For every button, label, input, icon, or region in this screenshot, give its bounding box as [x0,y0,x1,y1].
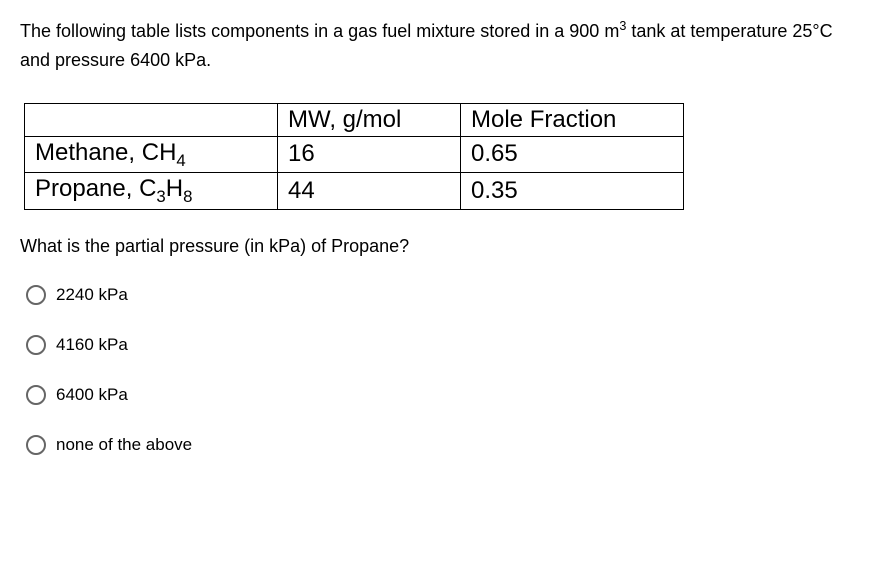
option-label: 6400 kPa [56,385,128,405]
col-header-mw: MW, g/mol [278,103,461,136]
intro-text: The following table lists components in … [20,16,852,75]
table-row: Propane, C3H8 44 0.35 [25,173,684,210]
table-header-row: MW, g/mol Mole Fraction [25,103,684,136]
col-header-name [25,103,278,136]
option-label: none of the above [56,435,192,455]
cell-mf: 0.35 [461,173,684,210]
question-text: What is the partial pressure (in kPa) of… [20,236,852,257]
table-row: Methane, CH4 16 0.65 [25,136,684,173]
option-a[interactable]: 2240 kPa [26,285,852,305]
radio-icon [26,385,46,405]
cell-name: Methane, CH4 [25,136,278,173]
radio-icon [26,285,46,305]
col-header-mf: Mole Fraction [461,103,684,136]
option-label: 4160 kPa [56,335,128,355]
option-label: 2240 kPa [56,285,128,305]
option-c[interactable]: 6400 kPa [26,385,852,405]
option-b[interactable]: 4160 kPa [26,335,852,355]
radio-icon [26,435,46,455]
options-group: 2240 kPa 4160 kPa 6400 kPa none of the a… [26,285,852,455]
cell-mf: 0.65 [461,136,684,173]
cell-mw: 16 [278,136,461,173]
option-d[interactable]: none of the above [26,435,852,455]
cell-mw: 44 [278,173,461,210]
cell-name: Propane, C3H8 [25,173,278,210]
components-table: MW, g/mol Mole Fraction Methane, CH4 16 … [24,103,684,211]
radio-icon [26,335,46,355]
